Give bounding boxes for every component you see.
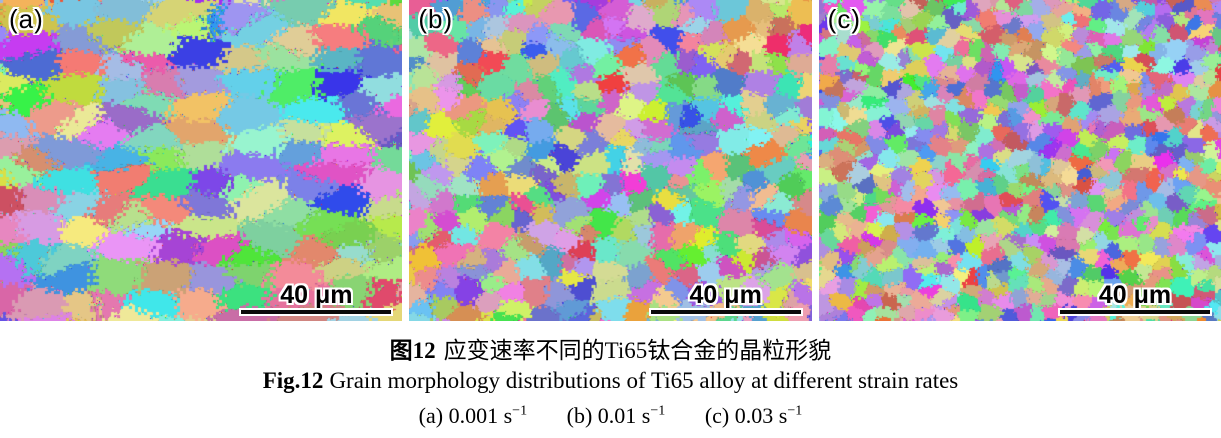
- caption-english-text: Grain morphology distributions of Ti65 a…: [329, 368, 959, 393]
- scale-bar-a-line: [241, 310, 392, 314]
- panel-a: (a) 40 μm: [0, 0, 403, 321]
- condition-b: (b) 0.01 s−1: [567, 403, 666, 428]
- scale-bar-b: 40 μm: [650, 281, 801, 314]
- caption-conditions: (a) 0.001 s−1 (b) 0.01 s−1 (c) 0.03 s−1: [0, 396, 1221, 431]
- panel-b: (b) 40 μm: [409, 0, 812, 321]
- condition-b-text: (b) 0.01 s: [566, 403, 651, 429]
- caption-chinese-text: 应变速率不同的Ti65钛合金的晶粒形貌: [443, 338, 832, 363]
- caption-english-number: Fig.12: [262, 368, 324, 393]
- scale-bar-b-text: 40 μm: [689, 281, 762, 309]
- scale-bar-a: 40 μm: [241, 281, 392, 314]
- scale-bar-c-line: [1059, 310, 1210, 314]
- caption-chinese-number: 图12: [389, 338, 436, 363]
- panel-a-label: (a): [9, 4, 44, 34]
- condition-b-exponent: −1: [650, 403, 666, 419]
- grain-map-b: [409, 0, 812, 321]
- caption-chinese: 图12 应变速率不同的Ti65钛合金的晶粒形貌: [0, 336, 1221, 366]
- scale-bar-a-text: 40 μm: [280, 281, 353, 309]
- grain-map-c: [818, 0, 1221, 321]
- condition-c-text: (c) 0.03 s: [704, 403, 788, 429]
- panel-c: (c) 40 μm: [818, 0, 1221, 321]
- panel-b-label: (b): [418, 4, 454, 34]
- condition-a: (a) 0.001 s−1: [419, 403, 527, 428]
- grain-map-a: [0, 0, 403, 321]
- scale-bar-c-text: 40 μm: [1098, 281, 1172, 309]
- micrograph-row: (a) 40 μm (b) 40 μm (c) 40 μm: [0, 0, 1221, 321]
- scale-bar-c: 40 μm: [1059, 281, 1210, 314]
- condition-c: (c) 0.03 s−1: [705, 403, 802, 428]
- caption-english: Fig.12 Grain morphology distributions of …: [0, 366, 1221, 396]
- condition-c-exponent: −1: [787, 403, 803, 419]
- condition-a-exponent: −1: [512, 403, 528, 419]
- figure-caption: 图12 应变速率不同的Ti65钛合金的晶粒形貌 Fig.12 Grain morph…: [0, 321, 1221, 431]
- panel-c-label: (c): [827, 4, 861, 34]
- scale-bar-b-line: [650, 310, 801, 314]
- condition-a-text: (a) 0.001 s: [418, 403, 513, 429]
